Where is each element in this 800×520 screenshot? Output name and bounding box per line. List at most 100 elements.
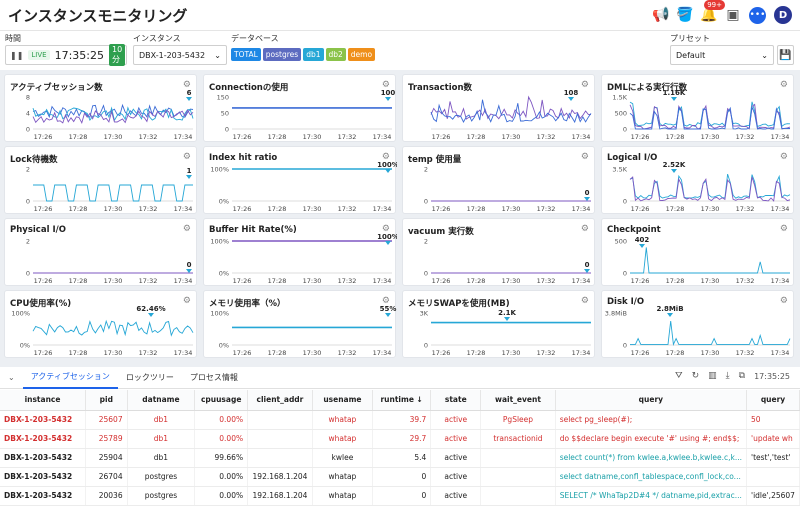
gear-icon[interactable]: ⚙ bbox=[182, 224, 191, 234]
database-tag-total[interactable]: TOTAL bbox=[231, 48, 261, 61]
table-row[interactable]: DBX-1-203-5432 26704 postgres 0.00% 192.168.… bbox=[0, 467, 800, 487]
collapse-icon[interactable]: ⌄ bbox=[8, 373, 15, 382]
table-cell: select count(*) from kwlee.a,kwlee.b,kwl… bbox=[555, 448, 748, 468]
gear-icon[interactable]: ⚙ bbox=[381, 296, 390, 306]
database-tag-postgres[interactable]: postgres bbox=[262, 48, 302, 61]
bell-icon[interactable]: 🔔 99+ bbox=[700, 0, 725, 23]
gear-icon[interactable]: ⚙ bbox=[779, 224, 788, 234]
chart-title: Transaction数 bbox=[408, 83, 473, 93]
paint-bucket-icon[interactable]: 🪣 bbox=[676, 7, 694, 23]
gear-icon[interactable]: ⚙ bbox=[381, 152, 390, 162]
database-tag-demo[interactable]: demo bbox=[347, 48, 376, 61]
y-tick-label: 2 bbox=[424, 166, 428, 174]
y-tick-label: 100% bbox=[210, 166, 229, 174]
gear-icon[interactable]: ⚙ bbox=[580, 80, 589, 90]
column-header[interactable]: query bbox=[746, 390, 800, 411]
x-tick-label: 17:28 bbox=[268, 349, 287, 357]
tab-lock-tree[interactable]: ロックツリー bbox=[125, 373, 174, 382]
column-header[interactable]: wait_event bbox=[480, 390, 556, 411]
gear-icon[interactable]: ⚙ bbox=[580, 152, 589, 162]
chart-title: Disk I/O bbox=[607, 297, 645, 307]
x-tick-label: 17:26 bbox=[631, 133, 650, 141]
gear-icon[interactable]: ⚙ bbox=[182, 296, 191, 306]
x-tick-label: 17:34 bbox=[373, 277, 392, 285]
column-header[interactable]: pid bbox=[85, 390, 128, 411]
x-tick-label: 17:26 bbox=[233, 349, 252, 357]
chart-svg: 100% 0% 17:26 17:28 17:30 17:32 17:34 55% bbox=[210, 305, 396, 357]
column-header[interactable]: state bbox=[430, 390, 482, 411]
chart-title: メモリ使用率（%） bbox=[209, 299, 286, 309]
megaphone-icon[interactable]: 📢 bbox=[652, 7, 670, 23]
value-marker bbox=[504, 317, 510, 321]
y-tick-label: 8 bbox=[26, 94, 30, 102]
pause-icon[interactable]: ❚❚ bbox=[10, 50, 24, 60]
column-header[interactable]: runtime ↓ bbox=[372, 390, 432, 411]
chart-title: CPU使用率(%) bbox=[10, 299, 72, 309]
chart-card: temp 使用量 ⚙ 2 0 17:26 17:28 17:30 17:32 17:34 0 bbox=[402, 146, 595, 214]
gear-icon[interactable]: ⚙ bbox=[779, 296, 788, 306]
x-tick-label: 17:32 bbox=[537, 277, 556, 285]
chart-card: Transaction数 ⚙ 17:26 17:28 17:30 17:32 17:34 10… bbox=[402, 74, 595, 142]
time-range-badge[interactable]: 10分 bbox=[109, 44, 126, 66]
table-row[interactable]: DBX-1-203-5432 20036 postgres 0.00% 192.168.… bbox=[0, 486, 800, 506]
value-label: 0 bbox=[585, 189, 590, 197]
copy-icon[interactable]: ⧉ bbox=[738, 371, 746, 381]
database-tag-db1[interactable]: db1 bbox=[303, 48, 324, 61]
time-control[interactable]: ❚❚ LIVE 17:35:25 10分 bbox=[5, 44, 127, 66]
refresh-icon[interactable]: ↻ bbox=[691, 371, 700, 381]
tab-process-info[interactable]: プロセス情報 bbox=[189, 373, 238, 382]
gear-icon[interactable]: ⚙ bbox=[779, 152, 788, 162]
value-marker bbox=[667, 313, 673, 317]
document-icon[interactable]: ▣ bbox=[726, 7, 740, 23]
gear-icon[interactable]: ⚙ bbox=[580, 224, 589, 234]
chart-card: Buffer Hit Rate(%) ⚙ 100% 0% 17:26 17:28 17:30… bbox=[203, 218, 397, 286]
gear-icon[interactable]: ⚙ bbox=[381, 224, 390, 234]
table-row[interactable]: DBX-1-203-5432 25607 db1 0.00% whatap 39.7 act… bbox=[0, 410, 800, 430]
save-icon[interactable]: 💾 bbox=[777, 45, 794, 65]
x-tick-label: 17:26 bbox=[432, 277, 451, 285]
filter-icon[interactable]: ⛛ bbox=[675, 371, 683, 381]
column-header[interactable]: cpuusage bbox=[194, 390, 249, 411]
x-tick-label: 17:30 bbox=[104, 133, 123, 141]
x-tick-label: 17:26 bbox=[233, 277, 252, 285]
x-tick-label: 17:32 bbox=[139, 205, 158, 213]
database-tag-db2[interactable]: db2 bbox=[325, 48, 346, 61]
avatar[interactable]: D bbox=[774, 6, 792, 24]
table-cell: 0.00% bbox=[194, 486, 249, 506]
chart-card: vacuum 実行数 ⚙ 2 0 17:26 17:28 17:30 17:32 17:34 0 bbox=[402, 218, 595, 286]
gear-icon[interactable]: ⚙ bbox=[580, 296, 589, 306]
gear-icon[interactable]: ⚙ bbox=[182, 80, 191, 90]
preset-select[interactable]: Default ⌄ bbox=[670, 45, 774, 65]
table-cell bbox=[746, 467, 800, 487]
chat-icon[interactable]: ••• bbox=[749, 6, 766, 24]
gear-icon[interactable]: ⚙ bbox=[182, 152, 191, 162]
y-tick-label: 3K bbox=[420, 310, 429, 318]
tab-active-sessions[interactable]: アクティブセッション bbox=[22, 367, 118, 389]
y-tick-label: 0% bbox=[20, 342, 30, 350]
column-header[interactable]: query bbox=[555, 390, 748, 411]
x-tick-label: 17:32 bbox=[736, 133, 755, 141]
column-header[interactable]: datname bbox=[127, 390, 196, 411]
table-cell bbox=[480, 486, 556, 506]
column-header[interactable]: usename bbox=[312, 390, 373, 411]
column-header[interactable]: instance bbox=[0, 390, 87, 411]
gear-icon[interactable]: ⚙ bbox=[381, 80, 390, 90]
x-tick-label: 17:26 bbox=[34, 277, 53, 285]
y-tick-label: 0 bbox=[424, 198, 428, 206]
x-tick-label: 17:26 bbox=[233, 133, 252, 141]
table-cell: 'test','test' bbox=[746, 448, 800, 468]
instance-select[interactable]: DBX-1-203-5432 ⌄ bbox=[133, 45, 227, 65]
download-icon[interactable]: ⤓ bbox=[725, 371, 730, 381]
value-marker bbox=[385, 313, 391, 317]
column-header[interactable]: client_addr bbox=[247, 390, 313, 411]
y-tick-label: 0% bbox=[219, 342, 229, 350]
table-cell: 5.4 bbox=[372, 448, 432, 468]
columns-icon[interactable]: ▥ bbox=[708, 371, 717, 381]
value-marker bbox=[584, 269, 590, 273]
table-cell: 39.7 bbox=[372, 410, 432, 430]
table-row[interactable]: DBX-1-203-5432 25904 db1 99.66% kwlee 5.4 acti… bbox=[0, 448, 800, 468]
table-cell bbox=[247, 410, 313, 430]
table-row[interactable]: DBX-1-203-5432 25789 db1 0.00% whatap 29.7 act… bbox=[0, 429, 800, 449]
gear-icon[interactable]: ⚙ bbox=[779, 80, 788, 90]
